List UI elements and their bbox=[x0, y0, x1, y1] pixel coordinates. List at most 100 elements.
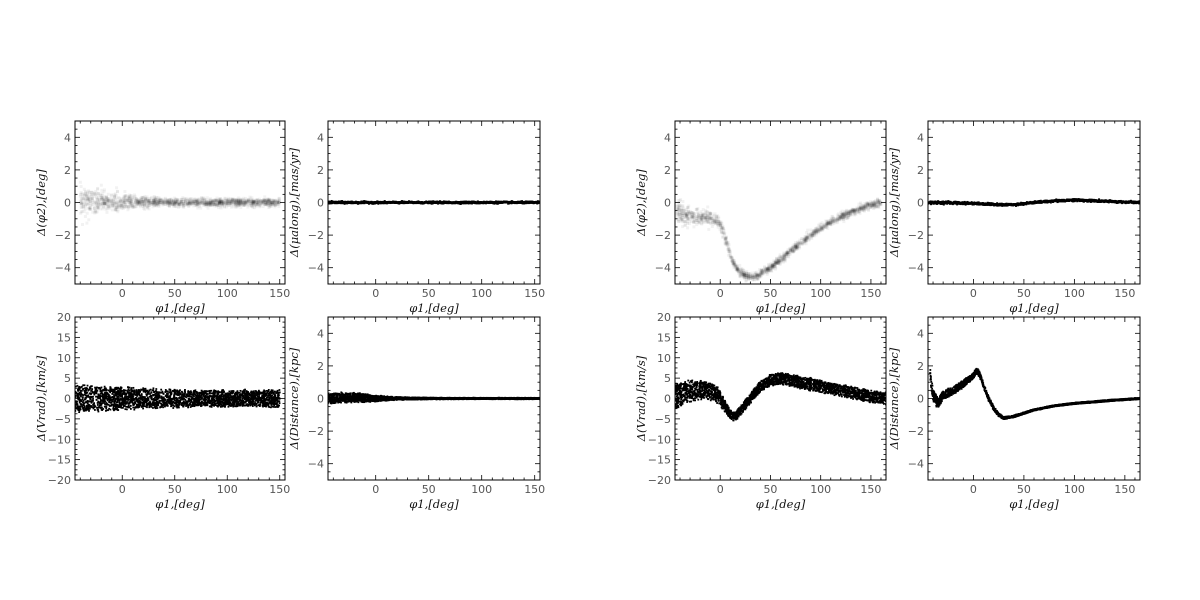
density-point bbox=[271, 200, 275, 204]
density-point bbox=[96, 187, 100, 191]
density-point bbox=[116, 200, 120, 204]
data-point bbox=[121, 390, 124, 392]
data-point bbox=[174, 391, 177, 394]
density-point bbox=[163, 200, 167, 204]
density-point bbox=[181, 202, 185, 206]
density-point bbox=[96, 207, 100, 211]
density-point bbox=[94, 203, 98, 207]
data-point bbox=[263, 391, 265, 394]
data-point bbox=[272, 396, 275, 398]
density-point bbox=[135, 199, 139, 203]
data-point bbox=[228, 390, 231, 393]
density-point bbox=[219, 199, 223, 203]
data-point bbox=[162, 400, 165, 403]
density-point bbox=[97, 205, 101, 209]
density-point bbox=[195, 201, 199, 205]
density-point bbox=[202, 198, 206, 202]
data-point bbox=[80, 390, 83, 392]
density-point bbox=[237, 204, 241, 208]
data-point bbox=[128, 386, 131, 389]
density-point bbox=[82, 209, 86, 213]
data-point bbox=[126, 395, 129, 398]
density-point bbox=[103, 197, 107, 201]
density-point bbox=[262, 198, 266, 202]
density-point bbox=[243, 200, 247, 204]
data-point bbox=[135, 403, 138, 406]
data-point bbox=[277, 392, 280, 394]
density-point bbox=[161, 197, 165, 201]
density-point bbox=[203, 201, 207, 205]
density-point bbox=[121, 199, 125, 203]
density-point bbox=[210, 203, 214, 207]
data-point bbox=[248, 403, 250, 406]
density-point bbox=[105, 207, 109, 211]
density-point bbox=[166, 202, 170, 206]
density-point bbox=[240, 203, 244, 207]
density-point bbox=[209, 199, 213, 203]
data-point bbox=[106, 403, 108, 406]
density-point bbox=[103, 199, 107, 203]
density-point bbox=[218, 200, 222, 204]
density-point bbox=[157, 196, 161, 200]
density-point bbox=[141, 200, 145, 204]
data-point bbox=[248, 399, 251, 401]
density-point bbox=[159, 197, 163, 201]
data-point bbox=[130, 387, 133, 389]
data-point bbox=[178, 390, 181, 392]
density-point bbox=[208, 202, 212, 206]
density-point bbox=[114, 201, 118, 205]
density-point bbox=[179, 200, 183, 204]
density-point bbox=[207, 201, 211, 205]
density-point bbox=[154, 200, 158, 204]
density-point bbox=[268, 201, 272, 205]
density-point bbox=[96, 206, 100, 210]
density-point bbox=[102, 198, 106, 202]
density-point bbox=[267, 199, 271, 203]
density-point bbox=[233, 201, 237, 205]
density-point bbox=[246, 198, 250, 202]
density-point bbox=[81, 195, 85, 199]
density-point bbox=[129, 199, 133, 203]
density-point bbox=[235, 202, 239, 206]
y-tick-label: 2 bbox=[64, 164, 71, 177]
density-point bbox=[120, 203, 124, 207]
density-point bbox=[136, 203, 140, 207]
data-point bbox=[112, 396, 115, 399]
density-point bbox=[189, 202, 193, 206]
data-point bbox=[267, 399, 270, 402]
data-point bbox=[125, 393, 128, 396]
data-point bbox=[232, 401, 235, 403]
density-point bbox=[107, 198, 111, 202]
data-point bbox=[212, 394, 215, 397]
density-point bbox=[134, 199, 138, 203]
density-point bbox=[241, 201, 245, 205]
density-point bbox=[153, 201, 157, 205]
density-point bbox=[195, 202, 199, 206]
density-point bbox=[253, 199, 257, 203]
density-point bbox=[225, 203, 229, 207]
density-point bbox=[224, 199, 228, 203]
density-point bbox=[90, 196, 94, 200]
density-point bbox=[276, 199, 280, 203]
data-point bbox=[189, 390, 192, 393]
data-point bbox=[132, 395, 135, 397]
data-point bbox=[180, 397, 183, 400]
density-point bbox=[179, 200, 183, 204]
density-point bbox=[267, 201, 271, 205]
data-point bbox=[141, 404, 144, 407]
data-point bbox=[104, 400, 107, 403]
density-point bbox=[211, 200, 215, 204]
y-tick-label: −4 bbox=[55, 262, 71, 275]
data-point bbox=[168, 388, 171, 391]
data-point bbox=[166, 390, 169, 393]
data-point bbox=[82, 399, 85, 402]
density-point bbox=[115, 196, 119, 200]
density-point bbox=[121, 200, 125, 204]
data-point bbox=[259, 392, 262, 395]
density-point bbox=[109, 203, 113, 207]
density-point bbox=[147, 203, 151, 207]
data-point bbox=[242, 402, 244, 405]
density-point bbox=[243, 201, 247, 205]
density-point bbox=[206, 200, 210, 204]
density-point bbox=[154, 197, 158, 201]
